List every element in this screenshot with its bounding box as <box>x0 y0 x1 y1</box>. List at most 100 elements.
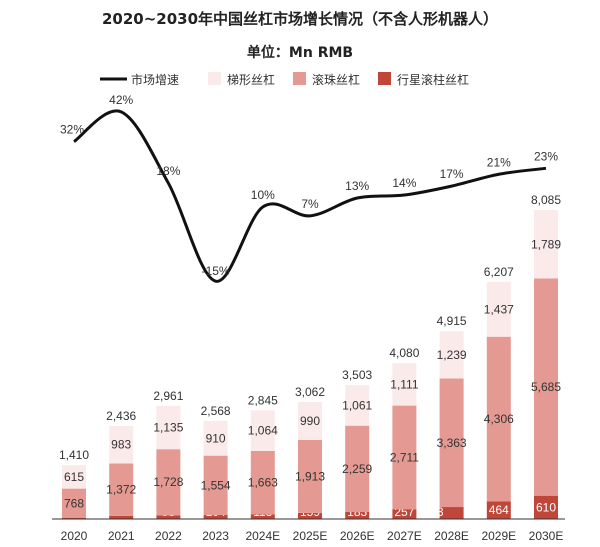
bar-planetary-2026E <box>345 512 370 519</box>
bar-trapezoid-2022 <box>156 405 181 450</box>
label-trapezoid-2030E: 1,789 <box>531 237 561 251</box>
growth-label-2023: -15% <box>202 264 230 278</box>
growth-label-2027E: 14% <box>392 176 416 190</box>
total-label-2024E: 2,845 <box>248 393 278 407</box>
bar-planetary-2021 <box>109 515 134 519</box>
label-trapezoid-2028E: 1,239 <box>437 348 467 362</box>
label-planetary-2030E: 610 <box>536 500 556 514</box>
bar-planetary-2024E <box>250 514 275 519</box>
x-tick-2027E: 2027E <box>387 529 422 543</box>
label-ball-2029E: 4,306 <box>484 412 514 426</box>
chart-title: 2020~2030年中国丝杠市场增长情况（不含人形机器人） <box>102 10 498 28</box>
total-label-2025E: 3,062 <box>295 385 325 399</box>
bar-trapezoid-2020 <box>62 465 86 489</box>
label-trapezoid-2023: 910 <box>206 431 226 445</box>
growth-label-2021: 42% <box>109 93 133 107</box>
label-trapezoid-2029E: 1,437 <box>484 302 514 316</box>
bar-ball-2027E <box>392 405 417 510</box>
legend-swatch-trapezoid <box>208 72 221 85</box>
x-tick-2026E: 2026E <box>340 529 375 543</box>
label-ball-2027E: 2,711 <box>390 450 419 464</box>
x-tick-2028E: 2028E <box>434 529 469 543</box>
bar-ball-2020 <box>62 488 86 518</box>
bar-planetary-2027E <box>392 509 417 519</box>
legend-swatch-ball <box>293 72 306 85</box>
total-label-2020: 1,410 <box>59 448 89 462</box>
legend-label-ball: 滚珠丝杠 <box>312 72 360 87</box>
growth-label-2029E: 21% <box>487 155 511 169</box>
total-label-2030E: 8,085 <box>531 193 561 207</box>
x-axis-ticks: 2020 2021 2022 2023 2024E 2025E 2026E 2027E 2028… <box>61 529 564 543</box>
bar-ball-2022 <box>156 449 181 516</box>
bar-ball-2024E <box>250 450 275 515</box>
bar-trapezoid-2024E <box>250 410 275 451</box>
label-ball-2024E: 1,663 <box>248 476 278 490</box>
bar-planetary-2020 <box>62 517 86 519</box>
label-trapezoid-2025E: 990 <box>300 414 320 428</box>
legend-label-growth: 市场增速 <box>131 72 179 87</box>
bar-planetary-2023 <box>203 515 228 519</box>
label-ball-2028E: 3,363 <box>437 436 467 450</box>
bar-ball-2026E <box>345 425 370 513</box>
label-trapezoid-2022: 1,135 <box>153 421 183 435</box>
total-label-2026E: 3,503 <box>342 368 372 382</box>
label-ball-2023: 1,554 <box>201 478 231 492</box>
label-trapezoid-2021: 983 <box>111 438 131 452</box>
growth-label-2025E: 7% <box>301 197 319 211</box>
label-ball-2026E: 2,259 <box>342 462 372 476</box>
bar-planetary-2025E <box>298 512 322 519</box>
x-tick-2021: 2021 <box>108 529 135 543</box>
x-tick-2029E: 2029E <box>481 529 516 543</box>
bar-planetary-2030E <box>534 495 558 519</box>
bar-planetary-2022 <box>156 515 181 519</box>
label-ball-2025E: 1,913 <box>295 469 325 483</box>
total-label-2022: 2,961 <box>153 389 183 403</box>
label-ball-2020: 768 <box>64 496 84 510</box>
label-trapezoid-2024E: 1,064 <box>248 424 278 438</box>
growth-label-2024E: 10% <box>251 188 275 202</box>
bar-trapezoid-2028E <box>439 331 464 379</box>
bar-ball-2021 <box>109 463 134 516</box>
label-ball-2021: 1,372 <box>106 483 136 497</box>
total-label-2028E: 4,915 <box>437 314 467 328</box>
bar-trapezoid-2029E <box>486 281 511 337</box>
bar-trapezoid-2021 <box>109 425 134 464</box>
legend-label-planetary: 行星滚柱丝杠 <box>397 72 469 87</box>
bar-ball-2029E <box>486 336 511 502</box>
bar-trapezoid-2026E <box>345 385 370 426</box>
bar-trapezoid-2023 <box>203 420 228 456</box>
total-label-2029E: 6,207 <box>484 265 514 279</box>
bar-trapezoid-2030E <box>534 210 558 279</box>
x-tick-2020: 2020 <box>61 529 88 543</box>
bar-ball-2030E <box>534 278 558 496</box>
label-ball-2030E: 5,685 <box>531 380 561 394</box>
x-tick-2025E: 2025E <box>293 529 328 543</box>
growth-label-2030E: 23% <box>534 149 558 163</box>
bar-ball-2023 <box>203 455 228 516</box>
bar-layer: 277686151,410801,3729832,436981,7281,135… <box>59 193 561 519</box>
bar-ball-2028E <box>439 378 464 508</box>
legend: 市场增速 梯形丝杠 滚珠丝杠 行星滚柱丝杠 <box>100 72 469 87</box>
total-label-2023: 2,568 <box>201 404 231 418</box>
bar-planetary-2028E <box>439 507 464 519</box>
label-trapezoid-2026E: 1,061 <box>342 398 372 412</box>
bar-trapezoid-2025E <box>298 401 322 440</box>
x-tick-2030E: 2030E <box>529 529 564 543</box>
label-planetary-2029E: 464 <box>489 503 509 517</box>
label-trapezoid-2027E: 1,111 <box>390 377 419 391</box>
legend-label-trapezoid: 梯形丝杠 <box>227 72 275 87</box>
growth-label-2020: 32% <box>60 123 84 137</box>
x-tick-2023: 2023 <box>202 529 229 543</box>
total-label-2027E: 4,080 <box>389 346 419 360</box>
growth-label-2028E: 17% <box>440 167 464 181</box>
growth-label-2022: 18% <box>156 164 180 178</box>
bar-planetary-2029E <box>486 501 511 519</box>
label-ball-2022: 1,728 <box>153 475 183 489</box>
growth-line-layer: 32% 42% 18% -15% 10% 7% 13% 14% 17% 21% 23% <box>60 93 558 283</box>
x-tick-2022: 2022 <box>155 529 182 543</box>
bar-trapezoid-2027E <box>392 363 417 406</box>
legend-swatch-planetary <box>378 72 391 85</box>
label-planetary-2028E: 313 <box>424 505 444 519</box>
label-trapezoid-2020: 615 <box>64 470 84 484</box>
